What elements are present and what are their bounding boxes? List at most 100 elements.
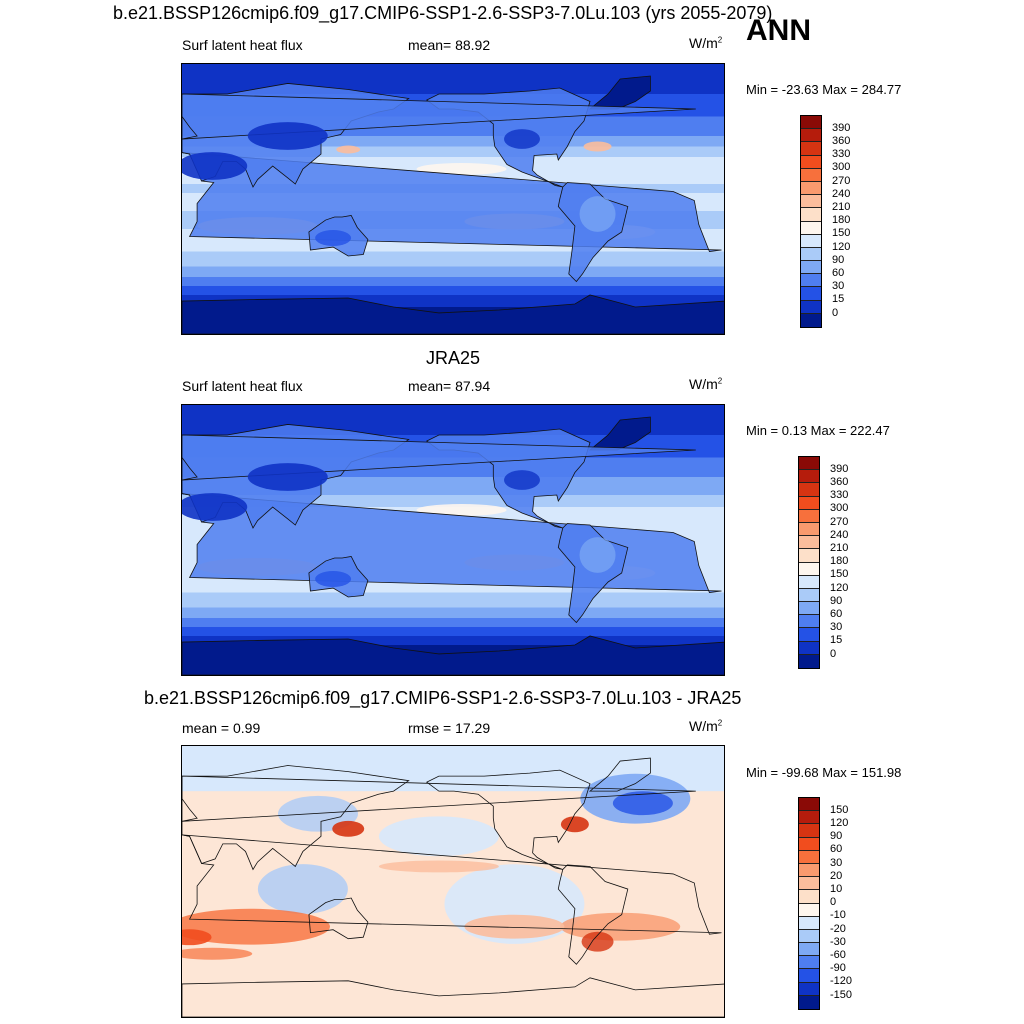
colorbar-swatch xyxy=(799,522,819,537)
colorbar-tick-label: 210 xyxy=(832,200,851,213)
colorbar-swatch xyxy=(799,943,819,957)
colorbar-tick-label: -10 xyxy=(830,909,846,922)
panel-2-variable-label: Surf latent heat flux xyxy=(182,378,303,394)
colorbar-tick-label: 120 xyxy=(830,816,849,829)
colorbar-swatch xyxy=(801,234,821,248)
colorbar-swatch xyxy=(801,300,821,314)
colorbar-swatch xyxy=(799,956,819,970)
contour-map xyxy=(182,405,724,675)
panel-2-map xyxy=(181,404,725,676)
colorbar-tick-label: 90 xyxy=(830,830,843,843)
colorbar-tick-label: 15 xyxy=(830,634,843,647)
colorbar-tick-label: 0 xyxy=(830,896,837,909)
colorbar-tick-label: 30 xyxy=(830,621,843,634)
colorbar-tick-label: 150 xyxy=(832,227,851,240)
colorbar-swatch xyxy=(801,208,821,222)
panel-1-min-max: Min = -23.63 Max = 284.77 xyxy=(746,82,902,97)
colorbar-tick-label: 30 xyxy=(832,280,845,293)
colorbar-swatch xyxy=(799,969,819,983)
colorbar-swatch xyxy=(801,221,821,235)
panel-1-units-label: W/m2 xyxy=(689,35,723,51)
colorbar-swatch xyxy=(799,890,819,904)
panel-3-units-label: W/m2 xyxy=(689,718,723,734)
colorbar-swatches xyxy=(798,797,820,1010)
colorbar-swatch xyxy=(799,903,819,917)
season-label: ANN xyxy=(746,14,811,47)
colorbar-tick-label: 390 xyxy=(830,462,849,475)
panel-3-rmse-label: rmse = 17.29 xyxy=(408,720,491,736)
colorbar-tick-label: 270 xyxy=(830,515,849,528)
colorbar-swatch xyxy=(799,470,819,484)
colorbar-swatches xyxy=(800,115,822,328)
colorbar-swatch xyxy=(799,654,819,668)
colorbar-tick-label: 180 xyxy=(832,214,851,227)
colorbar-tick-label: 10 xyxy=(830,882,843,895)
colorbar-swatch xyxy=(799,811,819,825)
colorbar-swatch xyxy=(801,195,821,209)
colorbar-tick-label: -120 xyxy=(830,975,853,988)
colorbar-tick-label: 90 xyxy=(832,253,845,266)
contour-map xyxy=(182,746,724,1017)
colorbar-tick-label: 150 xyxy=(830,568,849,581)
colorbar-tick-label: 30 xyxy=(830,856,843,869)
colorbar-swatch xyxy=(801,155,821,169)
colorbar-swatch xyxy=(799,877,819,891)
colorbar-swatch xyxy=(799,837,819,851)
colorbar-swatch xyxy=(799,496,819,510)
colorbar-tick-label: 360 xyxy=(832,134,851,147)
panel-1-title: b.e21.BSSP126cmip6.f09_g17.CMIP6-SSP1-2.… xyxy=(113,3,773,23)
colorbar-swatch xyxy=(801,274,821,288)
colorbar-swatch xyxy=(799,536,819,550)
panel-2-mean-label: mean= 87.94 xyxy=(408,378,491,394)
panel-3-map xyxy=(181,745,725,1018)
colorbar-swatch xyxy=(799,850,819,864)
colorbar-tick-label: 20 xyxy=(830,869,843,882)
colorbar-tick-label: 240 xyxy=(832,187,851,200)
colorbar-swatch xyxy=(799,457,819,471)
panel-2-units-label: W/m2 xyxy=(689,376,723,392)
colorbar-tick-label: 150 xyxy=(830,803,849,816)
colorbar-tick-label: 390 xyxy=(832,121,851,134)
colorbar-swatch xyxy=(799,916,819,930)
colorbar-swatch xyxy=(799,628,819,642)
colorbar-swatch xyxy=(801,168,821,182)
colorbar-tick-label: -20 xyxy=(830,922,846,935)
colorbar-tick-label: 0 xyxy=(830,647,837,660)
panel-1-variable-label: Surf latent heat flux xyxy=(182,37,303,53)
colorbar-swatch xyxy=(799,995,819,1009)
colorbar-swatch xyxy=(801,181,821,196)
panel-3-mean-label: mean = 0.99 xyxy=(182,720,261,736)
colorbar-tick-label: 330 xyxy=(830,489,849,502)
colorbar-tick-label: 300 xyxy=(832,161,851,174)
panel-2-min-max: Min = 0.13 Max = 222.47 xyxy=(746,423,890,438)
colorbar-tick-label: 0 xyxy=(832,306,839,319)
colorbar-tick-label: -150 xyxy=(830,988,853,1001)
panel-1-mean-label: mean= 88.92 xyxy=(408,37,491,53)
colorbar-tick-label: 120 xyxy=(830,581,849,594)
colorbar-tick-label: 60 xyxy=(830,607,843,620)
colorbar-swatch xyxy=(801,261,821,275)
colorbar-tick-label: 360 xyxy=(830,475,849,488)
panel-3-title: b.e21.BSSP126cmip6.f09_g17.CMIP6-SSP1-2.… xyxy=(144,688,742,708)
colorbar-swatch xyxy=(799,549,819,563)
colorbar-swatch xyxy=(801,287,821,301)
colorbar-swatch xyxy=(801,313,821,327)
colorbar-tick-label: 90 xyxy=(830,594,843,607)
contour-map xyxy=(182,64,724,334)
colorbar-swatch xyxy=(801,116,821,130)
colorbar-tick-label: 180 xyxy=(830,555,849,568)
colorbar-swatch xyxy=(801,129,821,143)
colorbar-swatch xyxy=(799,575,819,589)
colorbar-tick-label: 300 xyxy=(830,502,849,515)
colorbar-swatch xyxy=(799,641,819,655)
colorbar-tick-label: 270 xyxy=(832,174,851,187)
colorbar-swatch xyxy=(799,982,819,996)
colorbar-tick-label: 210 xyxy=(830,541,849,554)
colorbar-swatch xyxy=(799,798,819,812)
colorbar-swatch xyxy=(801,142,821,156)
panel-1-map xyxy=(181,63,725,335)
colorbar-swatch xyxy=(799,562,819,576)
colorbar-tick-label: 60 xyxy=(832,266,845,279)
colorbar-tick-label: 60 xyxy=(830,843,843,856)
colorbar-swatch xyxy=(799,929,819,944)
